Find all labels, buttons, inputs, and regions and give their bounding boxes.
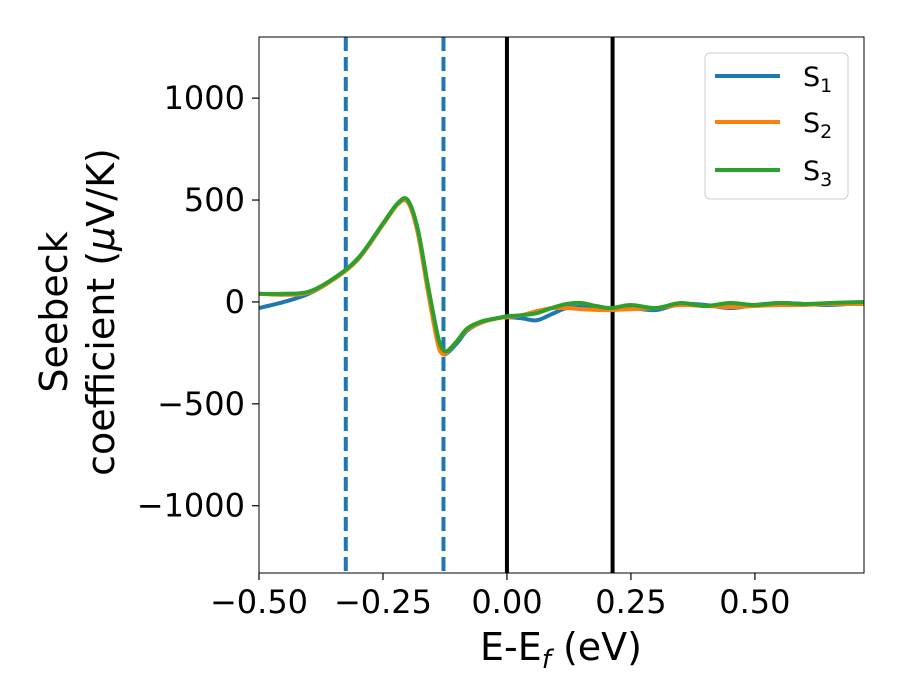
y-tick-label: 1000 [164, 79, 245, 117]
series-line-s3 [259, 196, 864, 354]
series-line-s1 [259, 197, 864, 357]
x-tick-label: −0.25 [334, 583, 432, 621]
x-axis-title-main: E-E [480, 625, 542, 669]
x-tick-label: 0.25 [595, 583, 666, 621]
x-axis-ticks: −0.50 −0.25 0.00 0.25 0.50 [210, 573, 791, 621]
legend-box [704, 52, 849, 200]
y-axis-title-line2: coefficient ( [79, 251, 123, 476]
legend-label-s2: S2 [803, 108, 832, 143]
series-line-s2 [259, 197, 864, 357]
vertical-reference-lines [343, 37, 615, 573]
y-tick-label: −1000 [137, 487, 245, 525]
x-tick-label: 0.00 [471, 583, 542, 621]
x-axis-title-unit: (eV) [551, 625, 642, 669]
svg-text:Seebeck: Seebeck [32, 231, 76, 392]
y-axis-ticks: −1000 −500 0 500 1000 [137, 79, 259, 525]
legend-label-s3: S3 [803, 156, 832, 191]
y-axis-title-line1: Seebeck [32, 231, 76, 392]
y-axis-title: Seebeck coefficient (μV/K) [32, 148, 123, 476]
x-tick-label: −0.50 [210, 583, 308, 621]
x-axis-title: E-Ef (eV) [480, 625, 642, 675]
series-lines [259, 196, 864, 357]
y-axis-title-unit: V/K) [79, 148, 123, 227]
y-tick-label: 0 [225, 283, 245, 321]
x-tick-label: 0.50 [719, 583, 790, 621]
plot-frame [258, 36, 865, 574]
legend: S1 S2 S3 [704, 52, 849, 200]
y-tick-label: −500 [157, 385, 245, 423]
y-tick-label: 500 [184, 181, 245, 219]
y-axis-title-mu: μ [79, 227, 123, 252]
svg-text:coefficient (μV/K): coefficient (μV/K) [79, 148, 123, 476]
legend-label-s1: S1 [803, 62, 832, 97]
